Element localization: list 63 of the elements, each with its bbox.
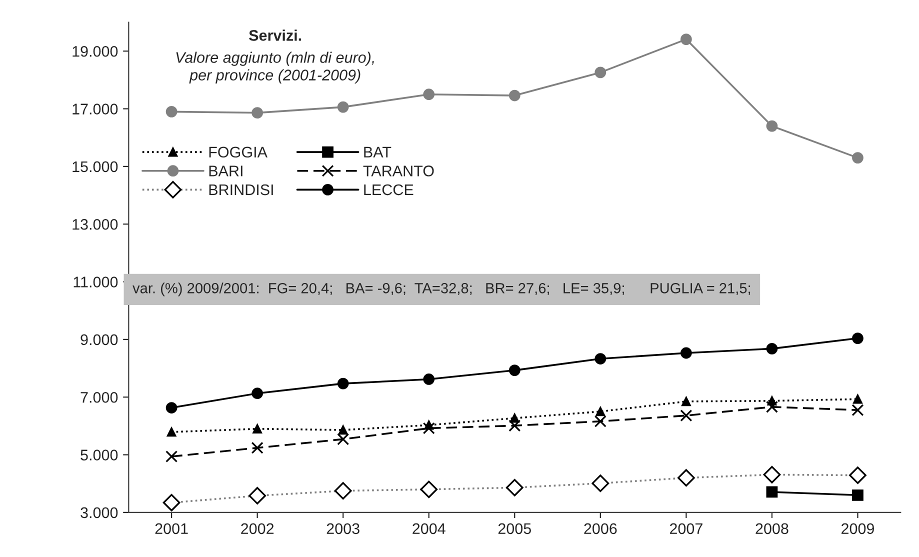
point [680, 347, 692, 359]
point [853, 394, 862, 404]
text: Valore aggiunto (mln di euro), per province (2001-2009) [176, 52, 374, 84]
point [337, 101, 349, 113]
point [338, 425, 348, 435]
point [337, 433, 350, 446]
point [166, 450, 178, 463]
point [252, 388, 264, 400]
y-tick-label: 11.000 [74, 276, 118, 288]
point [766, 120, 778, 132]
x-tick-label: 2005 [498, 523, 531, 534]
x-tick-label: 2008 [756, 523, 788, 534]
y-tick-label: 3.000 [80, 507, 118, 518]
point [766, 486, 778, 498]
y-tick-label: 7.000 [80, 392, 118, 403]
chart-title: Servizi. [249, 30, 302, 41]
point [852, 152, 864, 164]
y-tick-label: 9.000 [80, 334, 118, 346]
y-tick-label: 15.000 [72, 161, 118, 172]
point [423, 88, 435, 100]
point [508, 364, 520, 376]
x-tick-label: 2003 [326, 523, 360, 534]
x-tick-label: 2002 [241, 523, 274, 534]
point [423, 374, 435, 385]
point [508, 420, 521, 432]
y-tick-label: 17.000 [72, 104, 118, 114]
legend-label: BAT [364, 146, 392, 158]
legend-label: TARANTO [363, 166, 434, 176]
point [594, 415, 606, 428]
y-tick-label: 5.000 [80, 450, 118, 460]
y-tick-label: 13.000 [72, 218, 118, 230]
x-tick-label: 2001 [155, 523, 188, 534]
point [508, 90, 520, 102]
x-tick-label: 2006 [584, 523, 617, 534]
point [680, 34, 692, 45]
point [252, 107, 264, 119]
point [166, 427, 176, 437]
point [510, 414, 520, 423]
point [252, 424, 262, 434]
legend-label: FOGGIA [209, 146, 268, 158]
annotation: var. (%) 2009/2001: FG= 20,4; BA= -9,6; TA=32,8; BR= 27,6; LE= 35,9; PUGLIA = 21,5; [132, 282, 750, 296]
legend-label: BARI [209, 166, 242, 176]
point [251, 442, 264, 454]
point [852, 404, 864, 416]
point [422, 422, 435, 434]
point [594, 353, 606, 364]
legend-label: BRINDISI [209, 184, 273, 196]
x-tick-label: 2007 [670, 523, 702, 534]
x-tick-label: 2004 [412, 523, 446, 534]
legend-label: LECCE [364, 184, 414, 196]
y-tick-label: 19.000 [72, 46, 118, 57]
point [766, 400, 778, 413]
point [596, 406, 606, 416]
point [337, 378, 349, 390]
point [166, 402, 178, 414]
point [594, 66, 606, 78]
x-tick-label: 2009 [842, 523, 874, 534]
point [682, 396, 691, 406]
point [766, 342, 778, 354]
point [852, 332, 864, 344]
point [852, 489, 864, 501]
point [680, 410, 692, 422]
point [166, 106, 178, 118]
